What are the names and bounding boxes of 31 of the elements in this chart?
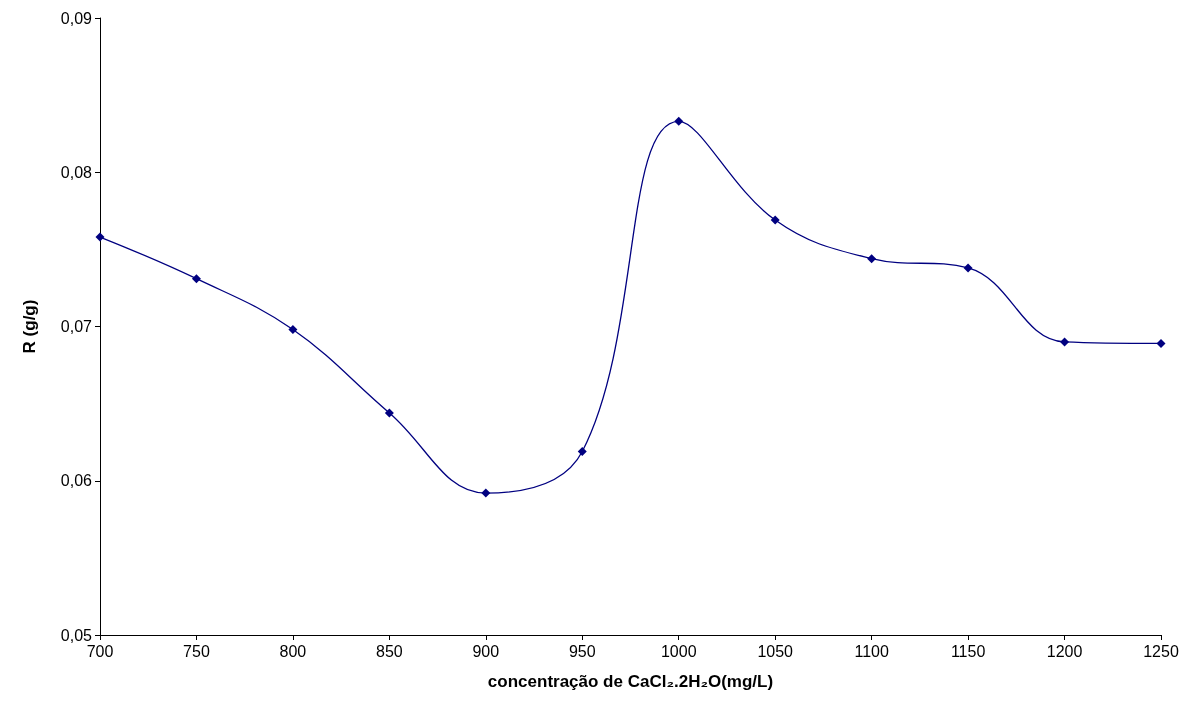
- y-tick-label: 0,05: [60, 626, 93, 644]
- y-tick-label: 0,08: [60, 163, 93, 181]
- x-tick-label: 700: [86, 642, 114, 660]
- point: [481, 488, 491, 498]
- y-tick-label: 0,06: [60, 472, 93, 490]
- x-tick-label: 850: [376, 642, 403, 660]
- x-tick-label: 1100: [854, 642, 889, 660]
- y-axis-title: R (g/g): [20, 299, 39, 354]
- x-tick-label: 900: [472, 642, 500, 660]
- point: [770, 215, 780, 225]
- x-tick-label: 1250: [1143, 642, 1179, 660]
- x-tick-label: 800: [279, 642, 307, 660]
- point: [288, 325, 298, 335]
- point: [1060, 337, 1070, 347]
- x-tick-label: 950: [568, 642, 596, 660]
- x-tick-label: 1200: [1046, 642, 1083, 660]
- point: [95, 232, 105, 242]
- x-tick-label: 1150: [950, 642, 986, 660]
- x-axis-title: concentração de CaCl₂.2H₂O(mg/L): [487, 672, 774, 691]
- y-tick-label: 0,09: [60, 9, 93, 27]
- point: [1156, 338, 1166, 348]
- x-tick-label: 1050: [757, 642, 794, 660]
- point: [384, 408, 394, 418]
- y-tick-label: 0,07: [60, 318, 93, 335]
- point: [674, 116, 684, 126]
- point: [577, 446, 587, 456]
- point: [963, 263, 973, 273]
- x-tick-label: 750: [183, 642, 210, 660]
- point: [867, 254, 877, 264]
- point: [191, 274, 201, 284]
- x-tick-label: 1000: [660, 642, 697, 660]
